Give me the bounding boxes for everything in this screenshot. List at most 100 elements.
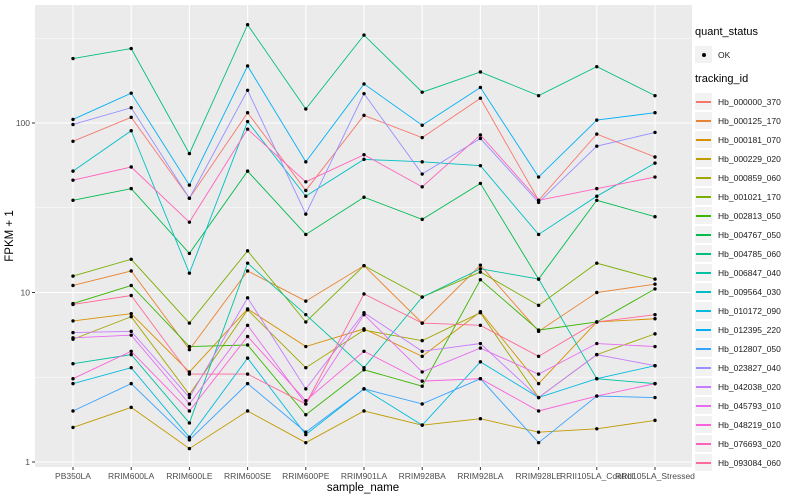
legend-label: Hb_000181_070 bbox=[718, 134, 781, 145]
line-swatch-icon bbox=[696, 385, 711, 388]
legend-item-Hb_012807_050: Hb_012807_050 bbox=[695, 339, 799, 358]
data-point bbox=[595, 320, 599, 324]
legend-key bbox=[695, 264, 712, 281]
line-swatch-icon bbox=[696, 290, 711, 293]
x-tick-label: RRIM600PE bbox=[282, 471, 330, 481]
data-point bbox=[478, 263, 483, 267]
data-point bbox=[478, 96, 483, 100]
data-point bbox=[187, 421, 192, 425]
legend-label: Hb_000125_170 bbox=[718, 115, 781, 126]
y-tick-label: 10 bbox=[21, 288, 31, 298]
data-point bbox=[71, 169, 75, 173]
data-point bbox=[187, 392, 192, 397]
data-point bbox=[653, 344, 657, 349]
legend-label: Hb_009564_030 bbox=[718, 286, 781, 297]
legend-label: Hb_048219_010 bbox=[718, 419, 781, 430]
data-point bbox=[653, 317, 657, 321]
line-swatch-icon bbox=[696, 233, 711, 236]
data-point bbox=[304, 366, 308, 370]
data-point bbox=[536, 277, 541, 281]
line-swatch-icon bbox=[696, 423, 711, 426]
data-point bbox=[420, 217, 424, 222]
data-point bbox=[362, 113, 366, 118]
data-point bbox=[536, 440, 541, 445]
data-point bbox=[420, 321, 424, 325]
data-point bbox=[478, 360, 483, 364]
data-point bbox=[245, 111, 250, 115]
data-point bbox=[362, 263, 366, 268]
data-point bbox=[362, 82, 366, 86]
data-point bbox=[653, 111, 657, 115]
data-point bbox=[304, 440, 308, 445]
y-axis-title: FPKM + 1 bbox=[4, 210, 16, 261]
legend-label: Hb_000859_060 bbox=[718, 172, 781, 183]
data-point bbox=[129, 352, 133, 357]
line-swatch-icon bbox=[696, 138, 711, 141]
legend-key bbox=[695, 416, 712, 433]
data-point bbox=[129, 349, 133, 353]
legend-item-Hb_000181_070: Hb_000181_070 bbox=[695, 130, 799, 149]
data-point bbox=[536, 93, 541, 98]
legend-item-Hb_093084_060: Hb_093084_060 bbox=[695, 453, 799, 472]
data-point bbox=[71, 319, 75, 323]
data-point bbox=[71, 283, 75, 288]
data-point bbox=[129, 257, 133, 261]
legend-key bbox=[695, 454, 712, 471]
legend-label: OK bbox=[718, 49, 731, 60]
data-point bbox=[420, 185, 424, 189]
legend-key bbox=[695, 245, 712, 262]
data-point bbox=[595, 427, 599, 431]
legend-label: Hb_000229_020 bbox=[718, 153, 781, 164]
data-point bbox=[653, 287, 657, 291]
data-point bbox=[304, 344, 308, 349]
legend-label: Hb_004767_050 bbox=[718, 229, 781, 240]
data-point bbox=[653, 130, 657, 135]
data-point bbox=[245, 372, 250, 376]
data-point bbox=[420, 370, 424, 374]
legend-item-Hb_045793_010: Hb_045793_010 bbox=[695, 396, 799, 415]
data-point bbox=[478, 323, 483, 328]
line-swatch-icon bbox=[696, 119, 711, 122]
legend-section-tracking-id: tracking_id Hb_000000_370 Hb_000125_170 Hb… bbox=[695, 73, 799, 472]
data-point bbox=[420, 349, 424, 353]
data-point bbox=[653, 395, 657, 400]
data-point bbox=[362, 195, 366, 199]
legend-item-Hb_004767_050: Hb_004767_050 bbox=[695, 225, 799, 244]
data-point bbox=[71, 377, 75, 381]
line-swatch-icon bbox=[696, 347, 711, 350]
data-point bbox=[245, 323, 250, 328]
legend-quant-rows: OK bbox=[695, 45, 799, 64]
legend-label: Hb_000000_370 bbox=[718, 96, 781, 107]
data-point bbox=[129, 46, 133, 51]
legend-label: Hb_012395_220 bbox=[718, 324, 781, 335]
legend-title-tracking-id: tracking_id bbox=[695, 73, 749, 85]
legend-key bbox=[695, 321, 712, 338]
data-point bbox=[478, 377, 483, 381]
legend-key bbox=[695, 302, 712, 319]
data-point bbox=[653, 332, 657, 336]
data-point bbox=[304, 320, 308, 324]
data-point bbox=[420, 384, 424, 388]
line-swatch-icon bbox=[696, 442, 711, 445]
legend-label: Hb_042038_020 bbox=[718, 381, 781, 392]
data-point bbox=[595, 132, 599, 136]
data-point bbox=[362, 387, 366, 391]
legend-label: Hb_012807_050 bbox=[718, 343, 781, 354]
data-point bbox=[129, 283, 133, 288]
data-point bbox=[362, 409, 366, 413]
data-point bbox=[129, 311, 133, 316]
data-point bbox=[129, 106, 133, 110]
data-point bbox=[71, 178, 75, 182]
legend-key bbox=[695, 169, 712, 186]
data-point bbox=[304, 398, 308, 403]
data-point bbox=[245, 249, 250, 253]
data-point bbox=[362, 312, 366, 317]
line-swatch-icon bbox=[696, 366, 711, 369]
data-point bbox=[595, 352, 599, 357]
data-point bbox=[478, 341, 483, 346]
data-point bbox=[653, 381, 657, 386]
data-point bbox=[187, 271, 192, 275]
legend-label: Hb_045793_010 bbox=[718, 400, 781, 411]
data-point bbox=[536, 372, 541, 376]
